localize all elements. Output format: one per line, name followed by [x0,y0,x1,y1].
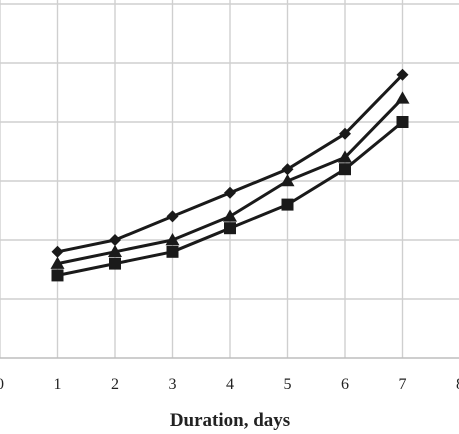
series-group [50,68,410,282]
data-point-triangle [165,233,180,246]
data-point-square [339,163,351,176]
x-tick-label: 5 [284,376,292,393]
data-point-triangle [280,174,295,187]
data-point-square [281,198,294,211]
x-axis-title: Duration, days [170,410,290,431]
data-point-triangle [395,91,410,104]
data-point-square [166,245,179,258]
series-diamond [51,68,409,258]
x-tick-label: 3 [169,376,177,393]
x-tick-label: 0 [0,376,4,393]
x-tick-label: 2 [111,376,119,393]
data-point-square [51,269,64,282]
data-point-diamond [166,210,179,223]
data-point-diamond [109,234,121,246]
data-point-diamond [281,163,294,176]
x-tick-label: 7 [399,376,407,393]
x-tick-labels: 0 1 2 3 4 5 6 7 8 [0,376,459,393]
data-point-square [109,257,121,270]
x-tick-label: 4 [226,376,234,393]
data-point-diamond [224,186,236,199]
data-point-triangle [223,209,237,222]
data-point-diamond [339,127,351,140]
data-point-diamond [396,68,409,81]
series-triangle [50,91,410,269]
x-tick-label: 8 [456,376,459,393]
data-point-triangle [50,256,65,269]
x-tick-label: 1 [54,376,62,393]
data-point-square [224,222,236,235]
grid [0,0,459,358]
data-point-diamond [51,245,64,258]
data-point-triangle [338,150,352,163]
x-tick-label: 6 [341,376,349,393]
data-point-triangle [108,244,122,258]
series-square [51,116,409,282]
data-point-square [396,116,409,128]
